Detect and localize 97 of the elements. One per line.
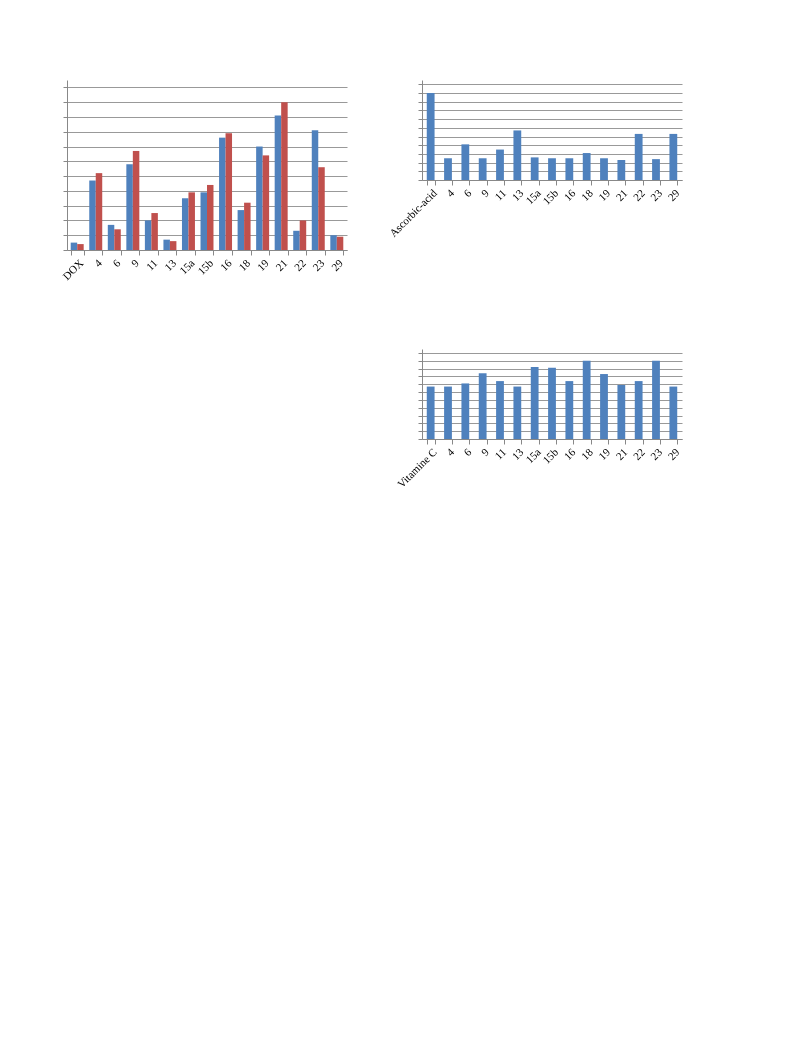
x-tick-label: 6: [110, 256, 123, 270]
bar: [244, 202, 251, 250]
bar: [426, 93, 435, 180]
x-tick-label: 21: [613, 186, 630, 204]
x-tick-label: 4: [91, 256, 105, 270]
bar: [669, 386, 678, 439]
bar: [262, 155, 270, 250]
bar: [293, 230, 300, 250]
bar: [652, 159, 660, 180]
x-tick-label: 11: [492, 186, 509, 203]
bar: [188, 192, 195, 250]
x-tick-label: 13: [161, 256, 179, 274]
bar: [582, 360, 591, 439]
bar: [669, 133, 678, 180]
bar: [144, 220, 152, 250]
x-tick-label: 15a: [177, 256, 197, 277]
x-tick-label: 22: [630, 445, 647, 463]
bar: [163, 239, 170, 250]
x-tick-label: 9: [478, 186, 492, 200]
x-tick-label: 6: [461, 445, 474, 459]
bar: [496, 381, 504, 439]
bar: [274, 115, 282, 250]
bar: [652, 360, 660, 439]
x-tick-label: 18: [578, 445, 596, 463]
x-tick-label: 15b: [195, 256, 216, 277]
bar: [444, 158, 452, 180]
bar: [478, 373, 487, 439]
x-tick-label: 23: [310, 256, 327, 274]
bar: [582, 153, 591, 180]
x-tick-label: 13: [509, 186, 526, 204]
x-tick-label: 19: [596, 445, 613, 463]
x-tick-label: 23: [648, 186, 665, 204]
bar: [513, 130, 522, 180]
x-tick-label: 9: [478, 445, 492, 459]
x-tick-label: 16: [561, 445, 578, 463]
x-tick-label: 23: [648, 445, 665, 463]
bar: [565, 158, 574, 180]
x-tick-label: 18: [578, 186, 596, 204]
bar: [548, 158, 556, 180]
bar: [496, 149, 504, 180]
bar: [107, 224, 115, 250]
bar: [600, 158, 608, 180]
x-tick-label: 11: [492, 445, 509, 462]
x-tick-label: 19: [596, 186, 613, 204]
x-tick-label: 9: [128, 256, 142, 270]
bar: [617, 160, 626, 180]
bar: [600, 374, 608, 439]
bar: [114, 229, 121, 250]
bar: [330, 235, 337, 250]
bar: [444, 386, 452, 439]
bar: [426, 386, 435, 439]
bar: [126, 164, 133, 250]
bar: [311, 130, 319, 250]
bar: [513, 386, 522, 439]
bar: [77, 244, 84, 250]
x-tick-label: 21: [273, 256, 290, 274]
bar: [151, 213, 158, 250]
x-tick-label: 6: [461, 186, 474, 200]
x-tick-label: 29: [665, 186, 682, 204]
bar: [634, 381, 643, 439]
bar: [565, 381, 574, 439]
bar: [207, 184, 214, 250]
bar: [169, 241, 177, 250]
x-tick-label: 4: [443, 445, 457, 459]
x-tick-label: 16: [561, 186, 578, 204]
x-tick-label: 29: [328, 256, 346, 274]
bar: [299, 220, 307, 250]
bar: [530, 367, 539, 439]
bar: [95, 173, 103, 250]
bar: [336, 236, 344, 250]
bar: [281, 102, 288, 250]
x-tick-label: 11: [143, 256, 160, 273]
bar: [548, 367, 556, 439]
bar: [478, 158, 487, 180]
bar: [530, 157, 539, 180]
x-tick-label: 4: [443, 186, 457, 200]
bar: [461, 144, 470, 180]
bar: [256, 146, 263, 250]
x-tick-label: 19: [254, 256, 272, 274]
bar: [225, 133, 233, 250]
bar: [617, 385, 626, 439]
x-tick-label: 22: [291, 256, 308, 274]
x-tick-label: 18: [236, 256, 253, 274]
x-tick-label: 22: [630, 186, 647, 204]
bar: [461, 383, 470, 439]
x-tick-label: 13: [509, 445, 526, 463]
x-tick-label: 21: [613, 445, 630, 463]
x-tick-label: 29: [665, 445, 682, 463]
bar: [181, 198, 189, 250]
bar: [219, 137, 226, 250]
bar: [89, 180, 96, 250]
bar: [237, 210, 245, 250]
bar: [318, 167, 325, 250]
bar: [634, 133, 643, 180]
x-tick-label: 16: [217, 256, 235, 274]
bar: [200, 192, 207, 250]
bar: [132, 150, 140, 250]
